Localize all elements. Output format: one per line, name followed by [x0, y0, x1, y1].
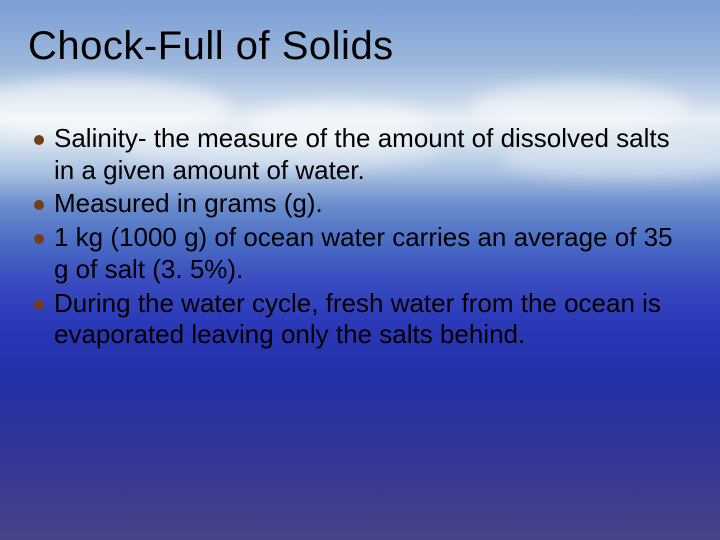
bullet-icon: [34, 135, 44, 145]
list-item: Measured in grams (g).: [34, 188, 682, 220]
bullet-text: 1 kg (1000 g) of ocean water carries an …: [54, 222, 682, 285]
bullet-icon: [34, 200, 44, 210]
list-item: 1 kg (1000 g) of ocean water carries an …: [34, 222, 682, 285]
bullet-list: Salinity- the measure of the amount of d…: [28, 123, 692, 351]
bullet-text: Measured in grams (g).: [54, 188, 323, 220]
bullet-icon: [34, 300, 44, 310]
slide: Chock-Full of Solids Salinity- the measu…: [0, 0, 720, 540]
list-item: Salinity- the measure of the amount of d…: [34, 123, 682, 186]
bullet-text: During the water cycle, fresh water from…: [54, 288, 682, 351]
slide-title: Chock-Full of Solids: [28, 24, 692, 69]
list-item: During the water cycle, fresh water from…: [34, 288, 682, 351]
bullet-text: Salinity- the measure of the amount of d…: [54, 123, 682, 186]
bullet-icon: [34, 234, 44, 244]
